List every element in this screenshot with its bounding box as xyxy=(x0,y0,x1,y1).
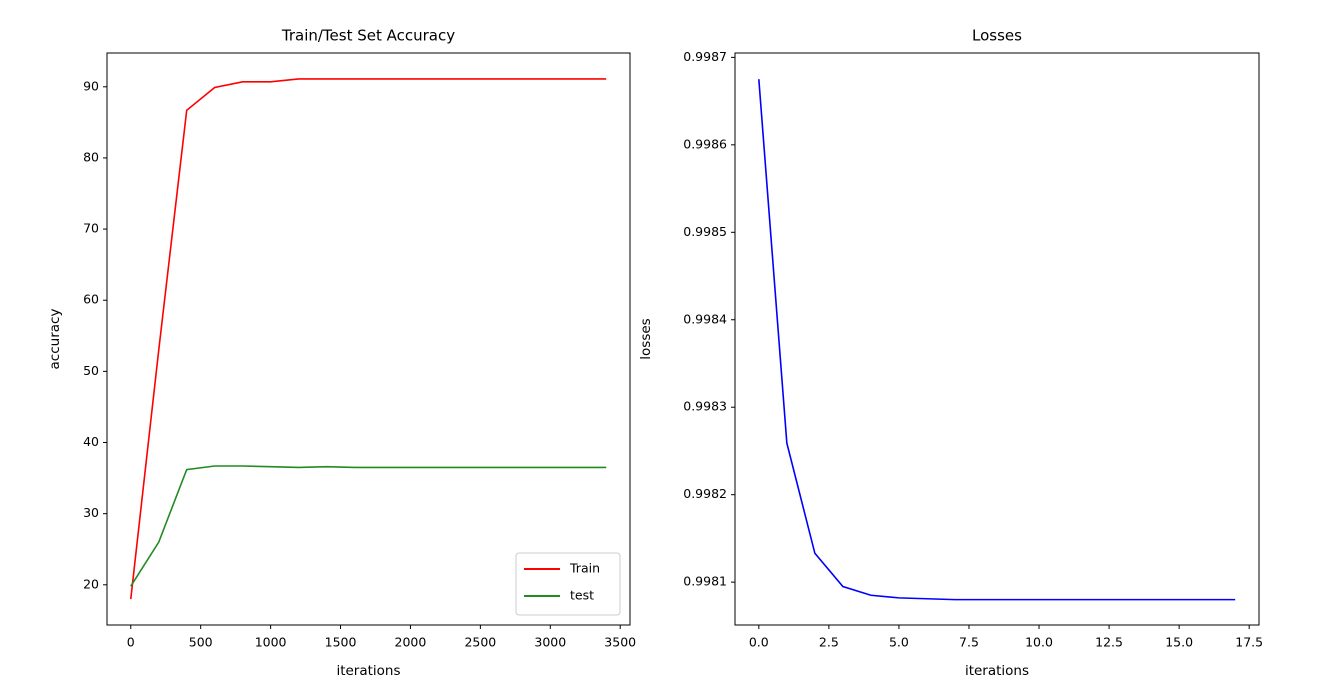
x-tick-label: 0.0 xyxy=(749,635,769,650)
axes-frame xyxy=(106,52,631,626)
axes-frame xyxy=(734,52,1260,626)
x-tick-label: 0 xyxy=(127,635,135,650)
y-tick-label: 0.9985 xyxy=(683,224,727,239)
x-tick-label: 2500 xyxy=(464,635,496,650)
x-tick-label: 3500 xyxy=(604,635,636,650)
x-axis-label: iterations xyxy=(965,663,1029,679)
y-axis-label: losses xyxy=(638,318,654,359)
legend-label: test xyxy=(570,588,594,603)
x-tick-label: 1000 xyxy=(255,635,287,650)
data-line xyxy=(129,78,607,600)
chart-title: Losses xyxy=(972,27,1022,45)
chart-title: Train/Test Set Accuracy xyxy=(281,27,455,45)
y-tick-label: 50 xyxy=(83,363,99,378)
legend-box xyxy=(515,552,621,616)
y-tick-label: 0.9984 xyxy=(683,311,727,326)
y-tick-label: 80 xyxy=(83,149,99,164)
y-tick-label: 0.9986 xyxy=(683,136,727,151)
x-tick-label: 5.0 xyxy=(889,635,909,650)
y-tick-label: 30 xyxy=(83,505,99,520)
x-tick-label: 500 xyxy=(189,635,213,650)
y-tick-label: 70 xyxy=(83,221,99,236)
x-axis-label: iterations xyxy=(336,663,400,679)
x-tick-label: 17.5 xyxy=(1235,635,1263,650)
legend-label: Train xyxy=(569,561,600,576)
y-tick-label: 0.9982 xyxy=(683,486,727,501)
data-line xyxy=(758,79,1236,601)
x-tick-label: 2.5 xyxy=(819,635,839,650)
x-tick-label: 15.0 xyxy=(1165,635,1193,650)
y-tick-label: 0.9981 xyxy=(683,574,727,589)
y-tick-label: 90 xyxy=(83,78,99,93)
y-tick-label: 0.9983 xyxy=(683,399,727,414)
y-axis-label: accuracy xyxy=(47,309,63,370)
x-tick-label: 3000 xyxy=(534,635,566,650)
x-tick-label: 12.5 xyxy=(1095,635,1123,650)
y-tick-label: 0.9987 xyxy=(683,49,727,64)
y-tick-label: 60 xyxy=(83,292,99,307)
x-tick-label: 1500 xyxy=(325,635,357,650)
x-tick-label: 7.5 xyxy=(959,635,979,650)
data-line xyxy=(130,465,607,587)
legend: Train test xyxy=(515,552,621,616)
y-tick-label: 40 xyxy=(83,434,99,449)
x-tick-label: 2000 xyxy=(395,635,427,650)
x-tick-label: 10.0 xyxy=(1025,635,1053,650)
y-tick-label: 20 xyxy=(83,576,99,591)
